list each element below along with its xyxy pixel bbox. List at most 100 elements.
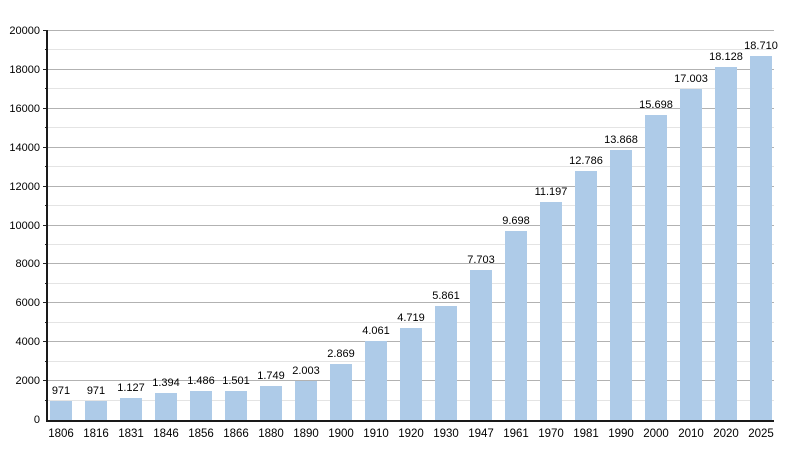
y-axis-tick xyxy=(43,263,48,265)
y-axis-tick xyxy=(43,302,48,304)
bar-value-label: 18.128 xyxy=(709,51,743,64)
bar-1990 xyxy=(610,150,632,420)
bar-value-label: 7.703 xyxy=(467,254,495,267)
bar-1816 xyxy=(85,401,107,420)
y-axis-tick xyxy=(43,341,48,343)
bar-value-label: 971 xyxy=(51,385,71,398)
bar-1961 xyxy=(505,231,527,420)
gridline-major xyxy=(48,185,774,187)
gridline-minor xyxy=(48,321,774,323)
y-axis-label: 14000 xyxy=(9,141,40,154)
bar-value-label: 2.003 xyxy=(292,365,320,378)
gridline-major xyxy=(48,224,774,226)
gridline-major xyxy=(48,302,774,304)
bar-value-label: 1.749 xyxy=(257,369,285,382)
gridline-minor xyxy=(48,88,774,90)
x-axis-label: 1990 xyxy=(608,428,634,440)
y-axis-label: 20000 xyxy=(9,25,40,37)
bar-value-label: 12.786 xyxy=(569,155,603,168)
y-axis-label: 0 xyxy=(33,414,40,426)
bar-value-label: 2.869 xyxy=(327,348,355,361)
bar-value-label: 15.698 xyxy=(639,98,673,111)
bar-value-label: 4.719 xyxy=(397,312,425,325)
x-axis-label: 1981 xyxy=(573,428,599,440)
y-axis-tick xyxy=(43,185,48,187)
gridline-major xyxy=(48,30,774,31)
bar-value-label: 1.127 xyxy=(117,382,145,395)
gridline-minor xyxy=(48,49,774,51)
bar-value-label: 1.394 xyxy=(152,376,180,389)
x-axis-label: 1856 xyxy=(188,428,214,440)
bar-value-label: 5.861 xyxy=(432,290,460,302)
bar-value-label: 4.061 xyxy=(362,325,390,337)
gridline-minor xyxy=(48,282,774,284)
x-axis-label: 1910 xyxy=(363,428,389,440)
bar-1930 xyxy=(435,306,457,420)
x-axis-label: 1947 xyxy=(468,428,494,440)
bar-value-label: 17.003 xyxy=(674,73,708,86)
x-axis-label: 1866 xyxy=(223,428,249,440)
gridline-major xyxy=(48,263,774,265)
y-axis-label: 2000 xyxy=(15,375,40,388)
bar-1970 xyxy=(540,202,562,420)
x-axis-label: 1880 xyxy=(258,428,284,440)
x-axis-label: 1806 xyxy=(48,428,74,440)
x-axis-label: 2000 xyxy=(643,428,669,440)
y-axis-tick xyxy=(43,146,48,148)
gridline-major xyxy=(48,107,774,109)
bar-1920 xyxy=(400,328,422,420)
bar-2000 xyxy=(645,114,667,420)
bar-value-label: 971 xyxy=(86,385,106,398)
gridline-major xyxy=(48,68,774,70)
y-axis-label: 10000 xyxy=(9,219,40,232)
y-axis-label: 8000 xyxy=(15,258,40,271)
bar-2020 xyxy=(715,67,737,420)
bar-1910 xyxy=(365,341,387,420)
gridline-minor xyxy=(48,243,774,245)
bar-1866 xyxy=(225,390,247,420)
x-axis-label: 2010 xyxy=(678,428,704,440)
x-axis-label: 1900 xyxy=(328,428,354,440)
gridline-minor xyxy=(48,205,774,207)
y-axis-tick xyxy=(43,380,48,382)
y-axis-tick xyxy=(43,224,48,226)
bar-1947 xyxy=(470,270,492,420)
y-axis-label: 4000 xyxy=(15,336,40,349)
y-axis-tick xyxy=(43,107,48,109)
y-axis-label: 12000 xyxy=(9,180,40,193)
y-axis-label: 18000 xyxy=(9,63,40,76)
x-axis-label: 1831 xyxy=(118,428,144,440)
gridline-major xyxy=(48,146,774,148)
x-axis-label: 1890 xyxy=(293,428,319,440)
plot-area xyxy=(43,30,774,420)
bar-2010 xyxy=(680,89,702,420)
bar-1880 xyxy=(260,385,282,420)
bar-value-label: 13.868 xyxy=(604,134,638,147)
bar-1846 xyxy=(155,392,177,420)
bar-2025 xyxy=(750,56,772,420)
bar-value-label: 1.501 xyxy=(222,374,250,387)
bar-value-label: 18.710 xyxy=(744,40,778,53)
bar-1831 xyxy=(120,398,142,420)
y-axis-line xyxy=(46,31,48,422)
bar-1900 xyxy=(330,364,352,420)
gridline-minor xyxy=(48,127,774,129)
bar-1981 xyxy=(575,171,597,420)
x-axis-label: 1930 xyxy=(433,428,459,440)
bar-value-label: 11.197 xyxy=(534,186,568,199)
x-axis-label: 1816 xyxy=(83,428,109,440)
x-axis-label: 1961 xyxy=(503,428,529,440)
x-axis-label: 2020 xyxy=(713,428,739,440)
x-axis-label: 1846 xyxy=(153,428,179,440)
bar-value-label: 9.698 xyxy=(502,215,530,228)
bar-1890 xyxy=(295,381,317,420)
bar-value-label: 1.486 xyxy=(187,375,215,388)
x-axis-label: 2025 xyxy=(748,428,774,440)
x-axis-label: 1920 xyxy=(398,428,424,440)
y-axis-tick xyxy=(43,30,48,31)
bar-1856 xyxy=(190,391,212,420)
x-axis-line xyxy=(48,420,774,422)
x-axis-label: 1970 xyxy=(538,428,564,440)
y-axis-tick xyxy=(43,68,48,70)
